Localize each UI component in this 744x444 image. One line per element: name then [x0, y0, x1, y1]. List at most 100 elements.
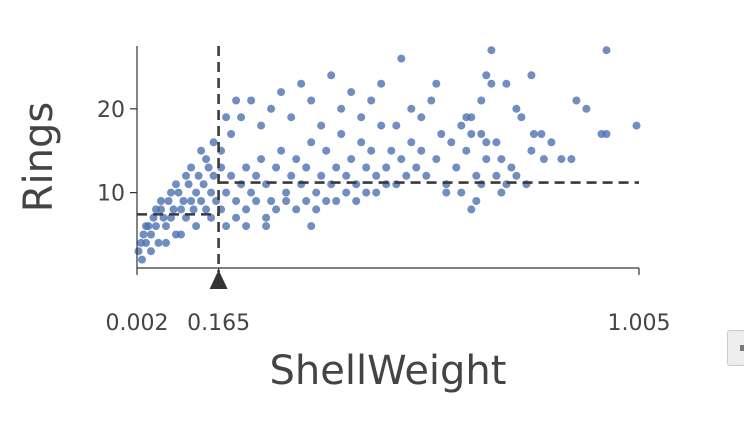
y-ticks: 10 20	[97, 98, 137, 207]
scatter-point	[277, 88, 286, 97]
scatter-point	[169, 205, 178, 214]
scatter-point	[529, 130, 538, 138]
scatter-point	[357, 138, 366, 147]
scatter-point	[142, 222, 150, 231]
scatter-point	[337, 130, 346, 138]
scatter-point	[432, 155, 441, 164]
scatter-point	[189, 205, 198, 214]
scatter-point	[567, 155, 576, 164]
scatter-point	[547, 138, 556, 147]
scatter-point	[467, 130, 476, 138]
scatter-point	[207, 213, 216, 222]
scatter-point	[272, 163, 281, 172]
scatter-point	[337, 104, 346, 113]
scatter-point	[247, 96, 256, 105]
scatter-point	[307, 222, 316, 231]
scatter-point	[527, 146, 536, 155]
scatter-point	[447, 138, 456, 147]
scatter-point	[537, 130, 546, 138]
scatter-point	[512, 171, 521, 180]
scatter-point	[167, 213, 175, 222]
scatter-point	[322, 197, 331, 205]
scatter-point	[232, 197, 241, 205]
scatter-point	[492, 171, 501, 180]
scatter-point	[527, 71, 536, 80]
scatter-point	[477, 130, 486, 138]
scatter-point	[332, 163, 341, 172]
scatter-point	[377, 79, 386, 88]
y-tick-label: 10	[97, 182, 125, 207]
scatter-point	[302, 163, 311, 172]
scatter-point	[417, 113, 426, 122]
scatter-point	[467, 205, 476, 214]
scatter-point	[372, 171, 381, 180]
scatter-point	[187, 163, 196, 172]
scatter-points	[134, 46, 641, 264]
scatter-point	[159, 213, 168, 222]
scatter-point	[317, 121, 326, 130]
x-tick-label: 0.165	[187, 311, 250, 336]
side-panel-tab[interactable]	[727, 330, 744, 366]
scatter-point	[497, 155, 506, 164]
scatter-point	[287, 113, 296, 122]
scatter-point	[512, 104, 521, 113]
scatter-point	[184, 180, 193, 189]
scatter-point	[297, 79, 306, 88]
scatter-point	[432, 79, 441, 88]
scatter-point	[222, 222, 231, 231]
scatter-point	[482, 155, 491, 164]
scatter-point	[357, 113, 366, 122]
scatter-point	[192, 222, 201, 231]
scatter-point	[262, 213, 271, 222]
scatter-point	[152, 205, 160, 214]
scatter-point	[194, 171, 203, 180]
scatter-point	[262, 222, 271, 231]
scatter-point	[387, 146, 396, 155]
scatter-point	[317, 171, 326, 180]
scatter-point	[252, 197, 261, 205]
scatter-point	[442, 188, 451, 197]
scatter-point	[582, 104, 591, 113]
scatter-point	[487, 79, 496, 88]
scatter-point	[347, 88, 356, 97]
scatter-point	[287, 171, 296, 180]
scatter-point	[507, 163, 516, 172]
scatter-point	[307, 96, 316, 105]
scatter-point	[422, 171, 431, 180]
scatter-point	[312, 205, 321, 214]
scatter-point	[602, 46, 611, 55]
scatter-point	[242, 222, 251, 231]
scatter-point	[362, 163, 371, 172]
scatter-point	[407, 104, 416, 113]
scatter-point	[572, 96, 581, 105]
scatter-point	[417, 146, 426, 155]
scatter-point	[482, 71, 491, 80]
scatter-point	[362, 188, 371, 197]
scatter-point	[462, 113, 471, 122]
scatter-point	[397, 155, 406, 164]
scatter-point	[427, 96, 436, 105]
scatter-point	[322, 146, 331, 155]
scatter-point	[457, 188, 466, 197]
scatter-point	[197, 146, 206, 155]
scatter-point	[139, 230, 148, 239]
scatter-point	[162, 238, 170, 247]
scatter-point	[477, 96, 486, 105]
scatter-point	[257, 155, 266, 164]
scatter-point	[397, 54, 406, 63]
scatter-point	[227, 130, 236, 138]
scatter-point	[147, 230, 155, 239]
x-tick-label: 1.005	[608, 311, 671, 336]
scatter-point	[282, 197, 291, 205]
scatter-point	[182, 171, 190, 180]
scatter-point	[517, 113, 526, 122]
scatter-point	[367, 146, 376, 155]
y-axis-title: Rings	[16, 102, 62, 213]
scatter-point	[502, 79, 511, 88]
scatter-point	[204, 163, 213, 172]
scatter-point	[482, 138, 491, 147]
scatter-point	[167, 188, 175, 197]
x-ticks: 0.002 0.165 1.005	[106, 268, 671, 336]
scatter-point	[267, 197, 276, 205]
scatter-point	[252, 171, 261, 180]
